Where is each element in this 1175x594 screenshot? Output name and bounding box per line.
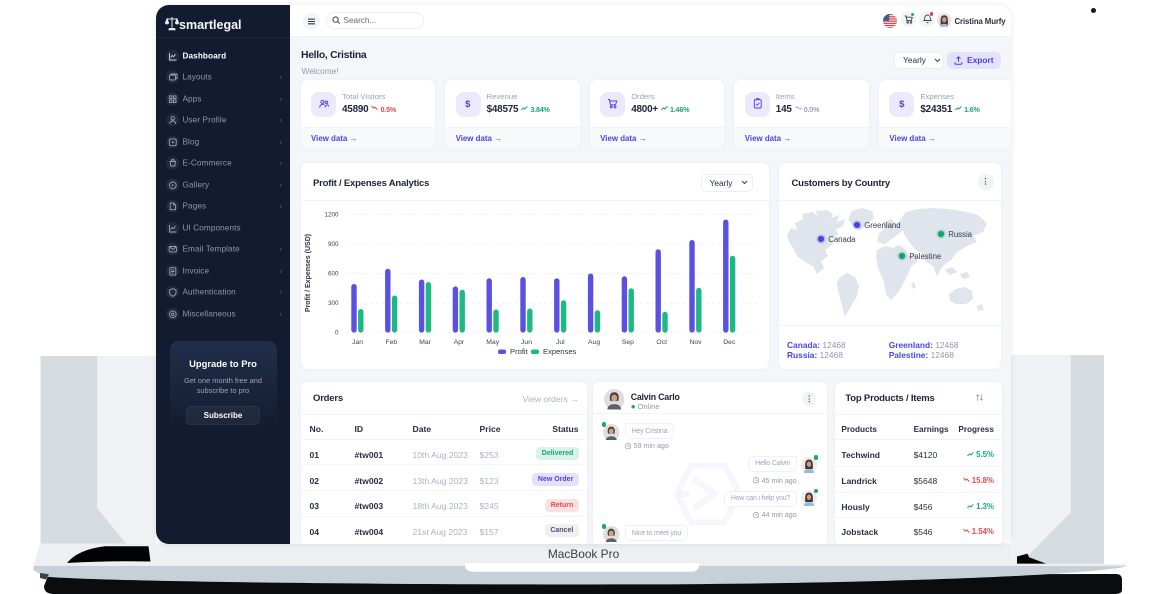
svg-text:Profit / Expenses (USD): Profit / Expenses (USD) [305,234,312,312]
svg-text:Canada: Canada [828,235,856,244]
svg-text:Expenses: Expenses [543,347,577,356]
svg-text:$: $ [899,99,905,109]
svg-text:600: 600 [327,271,338,278]
svg-text:1200: 1200 [324,212,339,219]
svg-text:900: 900 [327,241,338,248]
svg-text:0: 0 [334,330,338,337]
svg-text:Palestine: Palestine [909,252,941,261]
svg-text:Sep: Sep [621,339,633,346]
svg-text:Russia: Russia [948,230,972,239]
svg-text:Jun: Jun [521,339,532,346]
svg-text:May: May [486,339,499,346]
svg-text:Jul: Jul [555,339,564,346]
svg-text:Jan: Jan [352,339,363,346]
svg-text:$: $ [465,99,471,109]
svg-text:Dec: Dec [723,339,736,346]
svg-text:Nov: Nov [689,339,702,346]
svg-text:Profit: Profit [510,347,529,356]
svg-text:Greenland: Greenland [864,221,900,230]
svg-text:300: 300 [327,300,338,307]
svg-text:Oct: Oct [656,339,667,346]
svg-text:Feb: Feb [385,339,397,346]
svg-text:Mar: Mar [419,339,431,346]
svg-text:Aug: Aug [588,339,600,346]
svg-text:Apr: Apr [453,339,464,346]
